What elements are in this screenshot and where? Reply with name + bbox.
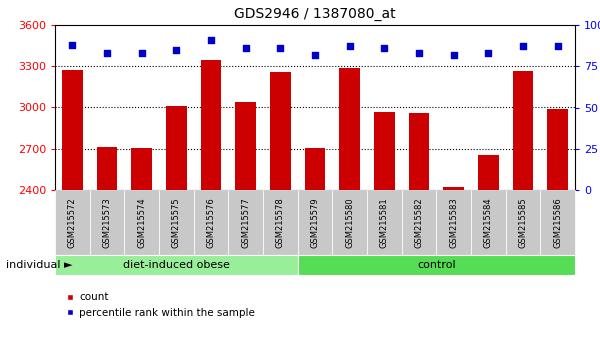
Bar: [166, 106, 187, 190]
Text: GSM215584: GSM215584: [484, 197, 493, 248]
Point: [172, 47, 181, 53]
Point: [553, 44, 562, 49]
Legend: count, percentile rank within the sample: count, percentile rank within the sample: [60, 288, 259, 322]
Point: [484, 50, 493, 56]
Bar: [62, 70, 83, 190]
Point: [275, 45, 285, 51]
Point: [345, 44, 355, 49]
Bar: [443, 187, 464, 190]
Bar: [478, 155, 499, 190]
Text: GSM215585: GSM215585: [518, 197, 527, 248]
Bar: [235, 102, 256, 190]
Bar: [409, 113, 430, 190]
Text: GSM215573: GSM215573: [103, 197, 112, 248]
Text: control: control: [417, 260, 455, 270]
Bar: [131, 148, 152, 190]
Title: GDS2946 / 1387080_at: GDS2946 / 1387080_at: [234, 7, 396, 21]
Bar: [547, 109, 568, 190]
Point: [102, 50, 112, 56]
Point: [449, 52, 458, 58]
Text: GSM215578: GSM215578: [276, 197, 285, 248]
Bar: [97, 147, 118, 190]
Text: GSM215580: GSM215580: [345, 197, 354, 248]
Text: GSM215576: GSM215576: [206, 197, 215, 248]
Text: GSM215581: GSM215581: [380, 197, 389, 248]
Text: GSM215586: GSM215586: [553, 197, 562, 248]
Point: [414, 50, 424, 56]
Bar: [512, 71, 533, 190]
Text: individual ►: individual ►: [6, 260, 73, 270]
Bar: [374, 112, 395, 190]
Point: [68, 42, 77, 48]
Point: [241, 45, 250, 51]
Text: GSM215574: GSM215574: [137, 197, 146, 248]
Bar: [339, 68, 360, 190]
Text: GSM215582: GSM215582: [415, 197, 424, 248]
Text: GSM215583: GSM215583: [449, 197, 458, 248]
Point: [137, 50, 146, 56]
Point: [518, 44, 528, 49]
Point: [380, 45, 389, 51]
Bar: [305, 148, 325, 190]
Text: GSM215579: GSM215579: [311, 197, 320, 248]
Text: GSM215577: GSM215577: [241, 197, 250, 248]
Bar: [270, 72, 291, 190]
Point: [310, 52, 320, 58]
Text: diet-induced obese: diet-induced obese: [123, 260, 230, 270]
Text: GSM215575: GSM215575: [172, 197, 181, 248]
Bar: [200, 60, 221, 190]
Text: GSM215572: GSM215572: [68, 197, 77, 248]
Point: [206, 37, 216, 43]
